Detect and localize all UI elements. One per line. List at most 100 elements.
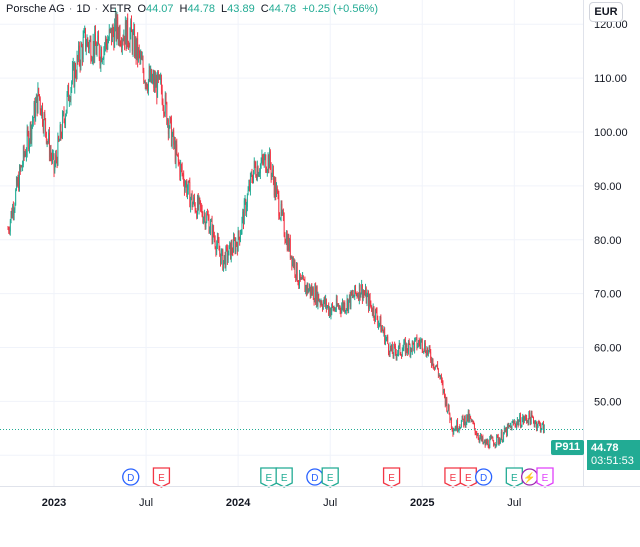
candle-body xyxy=(49,150,51,158)
candle-body xyxy=(282,212,284,214)
candle-body xyxy=(292,258,294,266)
candle-body xyxy=(25,153,27,157)
candle-body xyxy=(238,231,240,238)
candle-body xyxy=(375,308,376,321)
candle-body xyxy=(350,290,352,307)
candle-body xyxy=(322,302,324,309)
candle-body xyxy=(536,426,538,429)
candle-body xyxy=(329,308,331,317)
candle-body xyxy=(291,255,293,266)
candle-body xyxy=(447,404,449,411)
event-label: ⚡ xyxy=(523,471,535,484)
candle-body xyxy=(155,79,157,88)
candle-body xyxy=(138,48,139,61)
candle-body xyxy=(318,293,320,302)
candle-body xyxy=(35,102,37,121)
candle-body xyxy=(371,311,373,315)
x-tick-label: Jul xyxy=(507,497,521,509)
candle-body xyxy=(357,295,359,297)
candle-body xyxy=(377,318,379,326)
candle-body xyxy=(171,135,173,147)
candle-body xyxy=(194,203,196,212)
candle-body xyxy=(220,253,221,264)
close-value: 44.78 xyxy=(268,3,297,15)
candle-body xyxy=(223,260,224,271)
candle-body xyxy=(246,194,248,207)
candle-body xyxy=(209,230,211,234)
earnings_past-marker-icon: E xyxy=(321,467,339,488)
candle-body xyxy=(303,279,305,281)
candle-body xyxy=(265,154,267,172)
candle-body xyxy=(85,46,87,50)
candle-body xyxy=(289,239,290,251)
candle-body xyxy=(278,195,280,216)
price-axis[interactable]: 120.00 110.00 100.00 90.00 80.00 70.00 60.00 50… xyxy=(594,19,628,462)
candle-body xyxy=(473,422,475,424)
candle-body xyxy=(516,422,518,427)
event-label: D xyxy=(127,473,134,484)
candle-body xyxy=(313,299,315,302)
candle-body xyxy=(539,423,541,432)
candle-body xyxy=(464,416,465,425)
candle-body xyxy=(474,428,476,434)
candle-body xyxy=(221,249,223,252)
candle-body xyxy=(441,376,442,381)
time-axis[interactable]: 2023 Jul 2024 Jul 2025 Jul xyxy=(42,497,522,509)
candle-body xyxy=(329,308,330,315)
candle-body xyxy=(384,328,386,344)
candle-body xyxy=(47,141,49,143)
candle-body xyxy=(78,45,79,60)
candle-body xyxy=(124,35,126,45)
candle-body xyxy=(365,288,366,295)
candle-body xyxy=(107,41,109,50)
candle-body xyxy=(164,113,165,115)
candle-body xyxy=(482,436,484,443)
candle-body xyxy=(151,69,152,83)
candle-body xyxy=(12,206,14,215)
candle-body xyxy=(483,440,485,443)
candle-body xyxy=(243,211,244,225)
candle-body xyxy=(174,141,176,163)
candle-body xyxy=(144,81,145,83)
candle-body xyxy=(477,435,479,439)
candle-body xyxy=(28,132,30,150)
candle-body xyxy=(74,65,76,87)
candle-body xyxy=(423,350,425,352)
close-label: C xyxy=(260,3,269,15)
candle-body xyxy=(183,174,185,184)
y-tick-label: 80.00 xyxy=(594,235,622,247)
currency-button[interactable]: EUR xyxy=(589,2,623,22)
candle-body xyxy=(454,427,456,430)
candle-body xyxy=(164,95,166,114)
candle-body xyxy=(316,287,318,306)
candle-body xyxy=(236,241,238,245)
candle-body xyxy=(98,44,100,59)
event-markers: D E E E D E E E E D E ⚡ E xyxy=(122,467,554,488)
candle-body xyxy=(125,21,127,49)
candle-body xyxy=(304,280,306,292)
event-label: E xyxy=(265,473,272,484)
candle-body xyxy=(507,424,509,427)
earnings_past-marker-icon: E xyxy=(260,467,278,488)
candle-body xyxy=(21,165,23,168)
candle-body xyxy=(281,203,283,213)
candle-body xyxy=(168,127,170,135)
candle-body xyxy=(328,305,330,315)
candle-body xyxy=(440,376,442,378)
candle-body xyxy=(514,421,516,425)
candle-body xyxy=(127,17,129,43)
candle-body xyxy=(75,65,76,77)
candle-body xyxy=(65,116,66,125)
candle-body xyxy=(123,35,125,41)
candle-body xyxy=(495,444,497,446)
candle-body xyxy=(288,236,290,251)
candle-body xyxy=(525,415,527,418)
candle-body xyxy=(433,366,435,368)
candle-body xyxy=(31,124,33,141)
event-label: D xyxy=(311,473,318,484)
candle-body xyxy=(289,239,291,258)
candle-body xyxy=(521,420,523,427)
candle-body xyxy=(452,429,454,434)
candle-body xyxy=(199,198,201,201)
